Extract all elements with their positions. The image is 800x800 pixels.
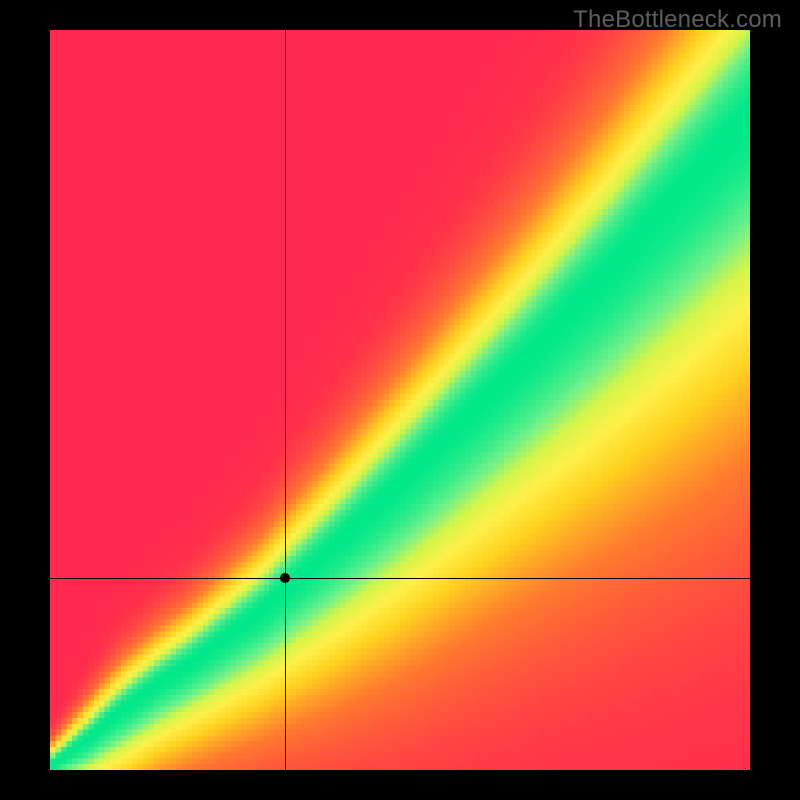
crosshair-horizontal [50,578,750,579]
crosshair-marker [280,573,290,583]
heatmap-surface [50,30,750,770]
plot-area [50,30,750,770]
watermark-text: TheBottleneck.com [573,6,782,34]
crosshair-vertical [285,30,286,770]
